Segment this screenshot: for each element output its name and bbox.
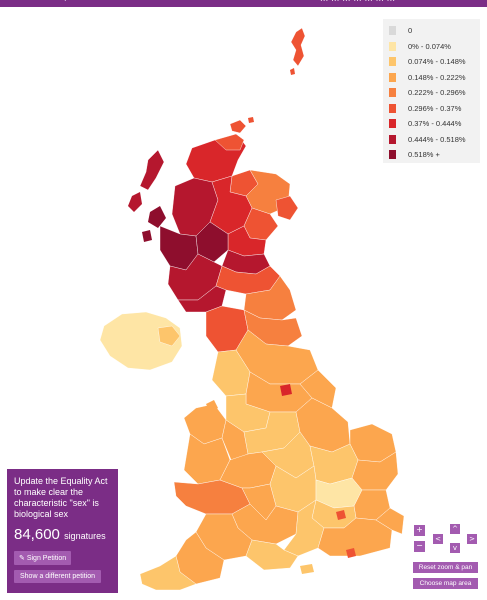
region-isle-of-wight[interactable] [300, 564, 314, 574]
signature-count-suffix: signatures [64, 531, 106, 541]
region-belfast[interactable] [157, 325, 181, 347]
legend-label: 0.148% - 0.222% [408, 72, 466, 82]
legend-swatch [389, 134, 396, 144]
legend-swatch [389, 57, 396, 67]
region-surrey-sussex[interactable] [317, 517, 393, 557]
region-london-hotspot[interactable] [336, 510, 346, 520]
western-isles[interactable] [128, 149, 166, 242]
region-aberdeen[interactable] [275, 195, 299, 221]
legend-swatch [389, 150, 396, 160]
show-different-petition-button[interactable]: Show a different petition [14, 570, 101, 583]
petition-panel: Update the Equality Act to make clear th… [7, 469, 118, 593]
legend-label: 0.518% + [408, 150, 440, 160]
region-leeds-hotspot[interactable] [280, 384, 292, 396]
legend-label: 0% - 0.074% [408, 41, 451, 51]
header-left-fragment: ' / ' ' [60, 0, 77, 4]
legend-label: 0.074% - 0.148% [408, 57, 466, 67]
legend-item: 0.074% - 0.148% [389, 54, 474, 70]
legend-swatch [389, 88, 396, 98]
region-humber[interactable] [299, 369, 337, 409]
legend-swatch [389, 103, 396, 113]
shetland-islands[interactable] [290, 27, 306, 75]
region-dumfries[interactable] [177, 285, 227, 313]
legend-item: 0.222% - 0.296% [389, 85, 474, 101]
legend-label: 0.37% - 0.444% [408, 119, 462, 129]
orkney-islands[interactable] [229, 117, 254, 134]
choose-map-area-button[interactable]: Choose map area [413, 578, 478, 589]
signature-count-number: 84,600 [14, 526, 60, 543]
region-kent[interactable] [375, 507, 405, 535]
legend-item: 0.148% - 0.222% [389, 70, 474, 86]
zoom-in-button[interactable]: + [414, 525, 425, 536]
legend-label: 0.296% - 0.37% [408, 103, 462, 113]
region-brighton-hotspot[interactable] [346, 548, 356, 558]
legend-swatch [389, 119, 396, 129]
region-anglesey[interactable] [206, 400, 218, 412]
legend-label: 0.222% - 0.296% [408, 88, 466, 98]
region-northern-ireland[interactable] [99, 311, 183, 371]
legend-swatch [389, 72, 396, 82]
map-legend: 0 0% - 0.074% 0.074% - 0.148% 0.148% - 0… [383, 19, 480, 163]
legend-label: 0 [408, 26, 413, 36]
legend-item: 0.296% - 0.37% [389, 101, 474, 117]
pencil-icon: ✎ [19, 555, 25, 562]
legend-swatch [389, 41, 396, 51]
choropleth-map[interactable] [0, 7, 487, 600]
pan-down-button[interactable]: v [450, 543, 460, 553]
legend-item: 0.37% - 0.444% [389, 116, 474, 132]
legend-swatch [389, 26, 396, 36]
zoom-out-button[interactable]: − [414, 541, 425, 552]
legend-item: 0 [389, 23, 474, 39]
region-caithness[interactable] [214, 133, 245, 151]
region-cornwall[interactable] [139, 555, 197, 591]
header-right-fragment: ... ... ... ... ... ... ... [320, 0, 395, 4]
legend-label: 0.444% - 0.518% [408, 134, 466, 144]
legend-item: 0% - 0.074% [389, 39, 474, 55]
legend-item: 0.444% - 0.518% [389, 132, 474, 148]
sign-petition-label: Sign Petition [26, 555, 67, 562]
petition-title: Update the Equality Act to make clear th… [14, 476, 108, 519]
signature-count: 84,600 signatures [14, 526, 111, 543]
legend-item: 0.518% + [389, 147, 474, 163]
top-bar: ' / ' ' ... ... ... ... ... ... ... [0, 0, 487, 7]
pan-right-button[interactable]: > [467, 534, 477, 544]
region-dorset[interactable] [245, 539, 299, 571]
reset-zoom-pan-button[interactable]: Reset zoom & pan [413, 562, 478, 573]
pan-up-button[interactable]: ^ [450, 524, 460, 534]
pan-left-button[interactable]: < [433, 534, 443, 544]
sign-petition-button[interactable]: ✎ Sign Petition [14, 551, 72, 565]
